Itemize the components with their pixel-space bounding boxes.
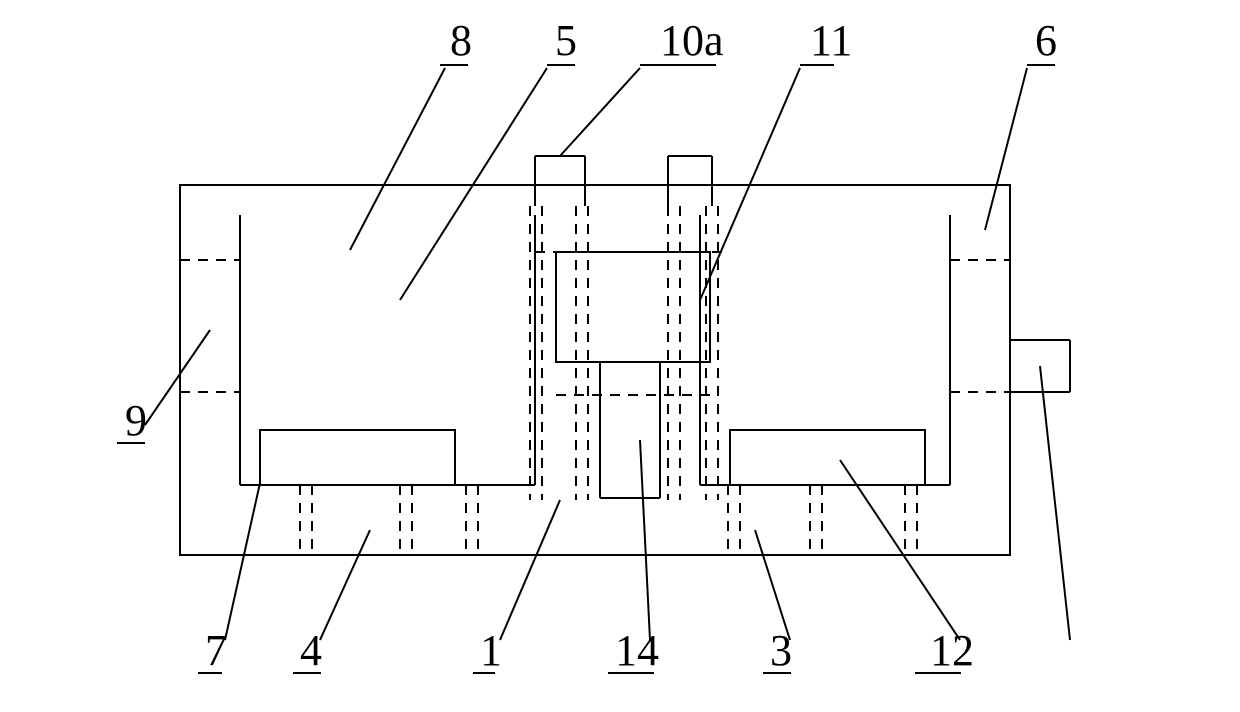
label-6: 6 — [1035, 16, 1057, 65]
label-7: 7 — [205, 626, 227, 675]
label-14: 14 — [615, 626, 659, 675]
label-8: 8 — [450, 16, 472, 65]
label-9: 9 — [125, 396, 147, 445]
label-4: 4 — [300, 626, 322, 675]
engineering-diagram: 8 5 10a 11 6 9 7 4 1 14 3 12 — [0, 0, 1240, 712]
label-12: 12 — [930, 626, 974, 675]
label-1: 1 — [480, 626, 502, 675]
label-10a: 10a — [660, 16, 724, 65]
label-5: 5 — [555, 16, 577, 65]
label-11: 11 — [810, 16, 852, 65]
label-3: 3 — [770, 626, 792, 675]
